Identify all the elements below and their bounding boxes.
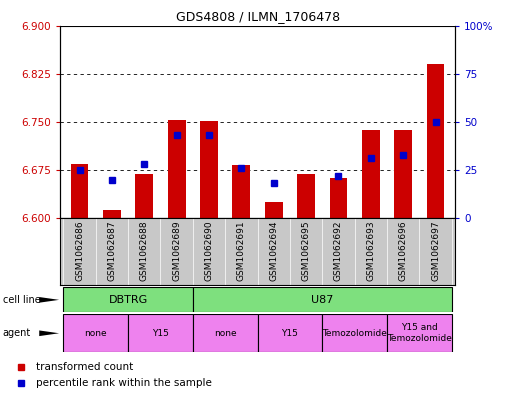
Bar <box>362 130 380 218</box>
Bar <box>297 174 315 218</box>
Text: GSM1062686: GSM1062686 <box>75 220 84 281</box>
Bar <box>329 178 347 218</box>
Bar <box>193 314 257 352</box>
Bar <box>63 314 128 352</box>
Text: GSM1062697: GSM1062697 <box>431 220 440 281</box>
Text: percentile rank within the sample: percentile rank within the sample <box>36 378 211 388</box>
Bar <box>387 314 452 352</box>
Text: agent: agent <box>3 328 31 338</box>
Text: none: none <box>84 329 107 338</box>
Text: cell line: cell line <box>3 295 40 305</box>
Bar <box>63 287 193 312</box>
Text: GSM1062691: GSM1062691 <box>237 220 246 281</box>
Bar <box>200 121 218 218</box>
Bar <box>128 314 193 352</box>
Polygon shape <box>39 297 59 303</box>
Text: GSM1062689: GSM1062689 <box>172 220 181 281</box>
Text: U87: U87 <box>311 295 334 305</box>
Text: Y15 and
Temozolomide: Y15 and Temozolomide <box>387 323 452 343</box>
Bar <box>394 130 412 218</box>
Bar <box>257 314 322 352</box>
Text: none: none <box>214 329 236 338</box>
Bar <box>427 64 445 218</box>
Text: Y15: Y15 <box>281 329 299 338</box>
Text: GSM1062690: GSM1062690 <box>204 220 213 281</box>
Bar <box>71 163 88 218</box>
Bar <box>168 120 186 218</box>
Text: GSM1062688: GSM1062688 <box>140 220 149 281</box>
Text: GSM1062695: GSM1062695 <box>302 220 311 281</box>
Text: GSM1062687: GSM1062687 <box>107 220 117 281</box>
Bar <box>322 314 387 352</box>
Bar <box>135 174 153 218</box>
Text: GSM1062693: GSM1062693 <box>366 220 376 281</box>
Bar <box>193 287 452 312</box>
Bar <box>265 202 282 218</box>
Text: transformed count: transformed count <box>36 362 133 372</box>
Text: Temozolomide: Temozolomide <box>322 329 387 338</box>
Text: GSM1062692: GSM1062692 <box>334 220 343 281</box>
Text: Y15: Y15 <box>152 329 169 338</box>
Bar <box>233 165 251 218</box>
Text: GSM1062696: GSM1062696 <box>399 220 408 281</box>
Text: GSM1062694: GSM1062694 <box>269 220 278 281</box>
Title: GDS4808 / ILMN_1706478: GDS4808 / ILMN_1706478 <box>176 10 339 23</box>
Text: DBTRG: DBTRG <box>108 295 147 305</box>
Polygon shape <box>39 331 59 336</box>
Bar <box>103 210 121 218</box>
